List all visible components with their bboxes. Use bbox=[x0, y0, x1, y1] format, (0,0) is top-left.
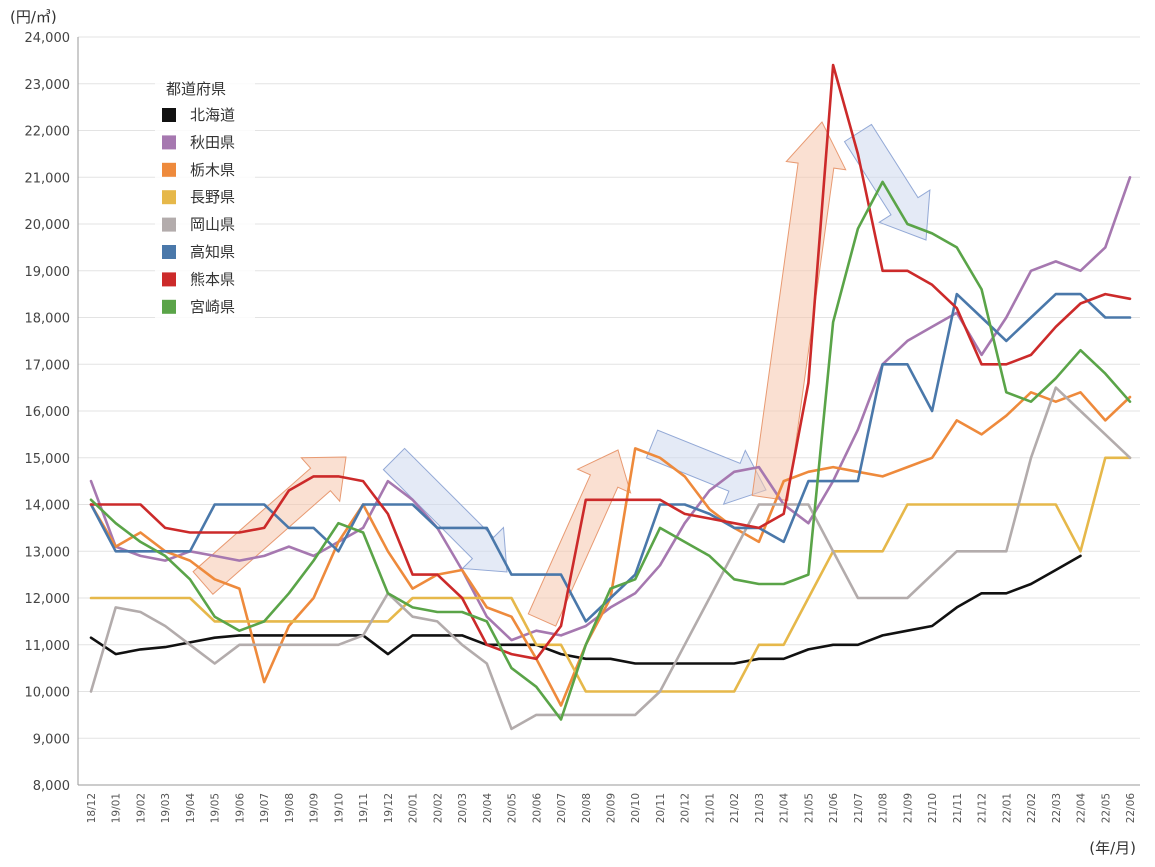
y-tick-label: 15,000 bbox=[25, 452, 71, 467]
x-tick-label: 21/04 bbox=[779, 793, 791, 824]
legend-label: 高知県 bbox=[190, 243, 235, 261]
x-tick-label: 21/02 bbox=[729, 793, 741, 823]
x-tick-label: 20/04 bbox=[482, 793, 494, 824]
legend-label: 長野県 bbox=[190, 188, 235, 206]
legend-swatch bbox=[162, 245, 176, 259]
y-tick-label: 9,000 bbox=[33, 732, 70, 747]
x-tick-label: 19/04 bbox=[185, 793, 197, 824]
x-tick-label: 20/09 bbox=[606, 793, 618, 823]
x-tick-label: 20/10 bbox=[630, 793, 642, 823]
fall-arrow bbox=[382, 447, 508, 573]
series-line-熊本県 bbox=[89, 63, 1132, 661]
y-tick-label: 14,000 bbox=[25, 499, 71, 514]
legend-label: 栃木県 bbox=[190, 161, 235, 179]
legend-label: 秋田県 bbox=[190, 133, 235, 151]
x-tick-label: 22/06 bbox=[1125, 793, 1137, 824]
y-tick-label: 21,000 bbox=[25, 171, 71, 186]
x-tick-label: 21/06 bbox=[828, 793, 840, 824]
legend-label: 熊本県 bbox=[190, 270, 235, 288]
x-tick-label: 19/02 bbox=[135, 793, 147, 823]
y-tick-label: 18,000 bbox=[25, 312, 71, 327]
y-tick-label: 19,000 bbox=[25, 265, 71, 280]
legend-swatch bbox=[162, 135, 176, 150]
legend-swatch bbox=[162, 108, 176, 122]
x-tick-label: 21/08 bbox=[878, 793, 890, 823]
legend-swatch bbox=[162, 272, 176, 287]
y-unit-label: (円/㎥) bbox=[10, 8, 57, 26]
x-tick-label: 20/12 bbox=[680, 793, 692, 823]
x-tick-label: 19/09 bbox=[309, 793, 321, 823]
series-line-宮崎県 bbox=[89, 180, 1132, 721]
y-tick-label: 17,000 bbox=[25, 358, 71, 373]
x-tick-label: 22/05 bbox=[1100, 793, 1112, 823]
y-tick-label: 20,000 bbox=[25, 218, 71, 233]
series-line-高知県 bbox=[89, 292, 1132, 623]
x-tick-label: 21/11 bbox=[952, 793, 964, 823]
series-line-北海道 bbox=[89, 554, 1082, 665]
x-tick-label: 20/07 bbox=[556, 793, 568, 823]
x-tick-label: 22/01 bbox=[1001, 793, 1013, 823]
legend-label: 岡山県 bbox=[190, 216, 235, 234]
x-tick-label: 21/10 bbox=[927, 793, 939, 823]
x-tick-label: 20/01 bbox=[408, 793, 420, 823]
y-tick-label: 22,000 bbox=[25, 125, 71, 140]
x-tick-label: 21/05 bbox=[803, 793, 815, 823]
y-tick-label: 11,000 bbox=[25, 639, 71, 654]
y-tick-label: 24,000 bbox=[25, 31, 71, 46]
y-tick-label: 12,000 bbox=[25, 592, 71, 607]
fall-arrow bbox=[843, 123, 931, 241]
x-tick-label: 20/08 bbox=[581, 793, 593, 823]
x-tick-label: 22/02 bbox=[1026, 793, 1038, 823]
legend-swatch bbox=[162, 299, 176, 314]
x-tick-label: 22/04 bbox=[1076, 793, 1088, 824]
x-tick-label: 21/12 bbox=[977, 793, 989, 823]
x-tick-label: 21/09 bbox=[902, 793, 914, 823]
x-tick-label: 19/01 bbox=[111, 793, 123, 823]
x-tick-label: 19/05 bbox=[210, 793, 222, 823]
x-tick-label: 19/08 bbox=[284, 793, 296, 823]
y-tick-label: 16,000 bbox=[25, 405, 71, 420]
x-tick-label: 21/01 bbox=[704, 793, 716, 823]
legend-label: 北海道 bbox=[190, 106, 235, 124]
legend-swatch bbox=[162, 162, 176, 177]
x-tick-label: 20/02 bbox=[432, 793, 444, 823]
legend-swatch bbox=[162, 190, 176, 205]
x-unit-label: (年/月) bbox=[1089, 839, 1136, 857]
x-tick-label: 19/11 bbox=[358, 793, 370, 823]
legend-label: 宮崎県 bbox=[190, 298, 235, 316]
x-tick-label: 19/10 bbox=[333, 793, 345, 823]
x-tick-label: 20/06 bbox=[531, 793, 543, 824]
x-tick-label: 20/03 bbox=[457, 793, 469, 823]
y-tick-label: 23,000 bbox=[25, 78, 71, 93]
y-tick-label: 13,000 bbox=[25, 545, 71, 560]
x-tick-label: 19/03 bbox=[160, 793, 172, 823]
legend-swatch bbox=[162, 217, 176, 232]
x-tick-label: 19/12 bbox=[383, 793, 395, 823]
y-tick-label: 8,000 bbox=[33, 779, 70, 794]
x-tick-label: 19/06 bbox=[234, 793, 246, 824]
x-tick-label: 21/07 bbox=[853, 793, 865, 823]
x-tick-label: 20/05 bbox=[507, 793, 519, 823]
x-tick-label: 19/07 bbox=[259, 793, 271, 823]
y-tick-label: 10,000 bbox=[25, 686, 71, 701]
x-tick-label: 22/03 bbox=[1051, 793, 1063, 823]
series-line-秋田県 bbox=[89, 176, 1132, 642]
x-tick-label: 18/12 bbox=[86, 793, 98, 823]
series-line-岡山県 bbox=[89, 386, 1132, 731]
x-tick-label: 21/03 bbox=[754, 793, 766, 823]
x-tick-label: 20/11 bbox=[655, 793, 667, 823]
legend-title: 都道府県 bbox=[166, 80, 226, 98]
